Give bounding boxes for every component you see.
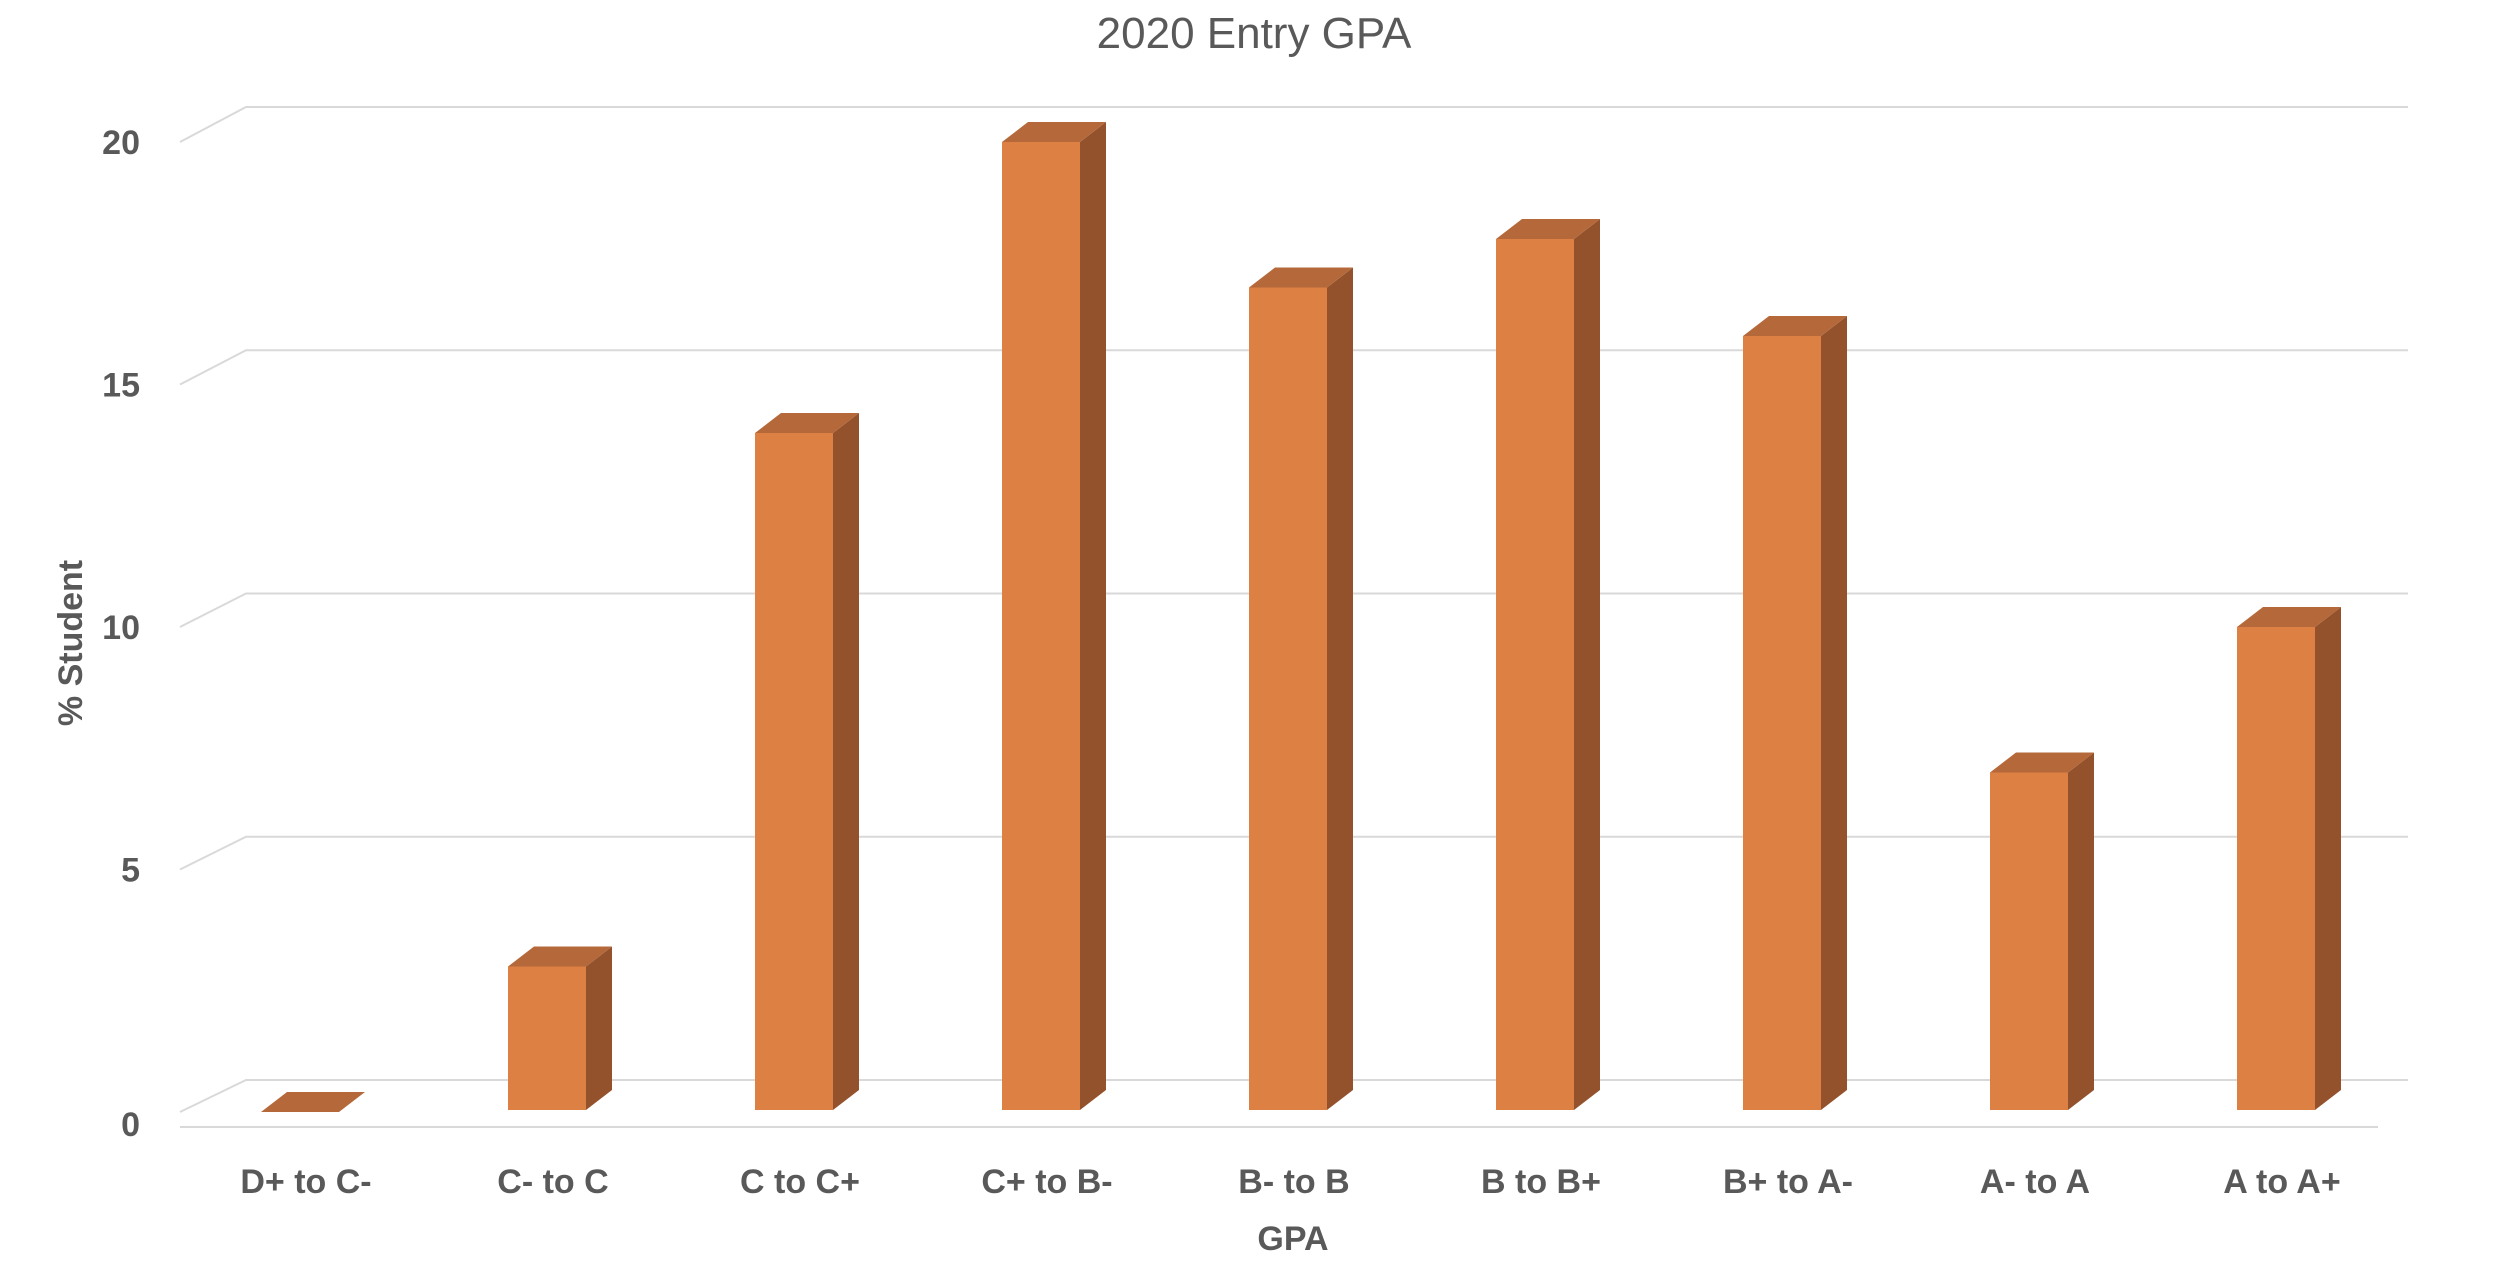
bar-side-bplus-to-aminus — [1821, 316, 1847, 1110]
x-tick-label-dplus-to-cminus: D+ to C- — [240, 1163, 371, 1201]
x-axis-label: GPA — [1257, 1220, 1328, 1258]
bar-front-b-to-bplus — [1496, 239, 1574, 1110]
y-tick-label-15: 15 — [102, 367, 140, 405]
x-tick-label-c-to-cplus: C to C+ — [740, 1163, 860, 1201]
x-tick-label-b-to-bplus: B to B+ — [1481, 1163, 1601, 1201]
x-tick-label-bplus-to-aminus: B+ to A- — [1723, 1163, 1853, 1201]
gridline-20 — [179, 106, 2408, 143]
bar-top-c-to-cplus — [755, 413, 859, 433]
bar-a-to-aplus — [2237, 607, 2341, 1110]
bar-top-b-to-bplus — [1496, 219, 1600, 239]
bar-top-bplus-to-aminus — [1743, 316, 1847, 336]
bar-c-to-cplus — [755, 413, 859, 1110]
bar-front-cminus-to-c — [508, 966, 586, 1110]
bar-top-dplus-to-cminus — [261, 1092, 365, 1112]
x-tick-label-cminus-to-c: C- to C — [497, 1163, 608, 1201]
bar-top-bminus-to-b — [1249, 267, 1353, 288]
bar-side-cplus-to-bminus — [1080, 122, 1106, 1110]
bar-side-c-to-cplus — [833, 413, 859, 1110]
bar-front-c-to-cplus — [755, 433, 833, 1110]
bars — [261, 122, 2341, 1112]
bar-side-a-to-aplus — [2315, 607, 2341, 1110]
bar-cminus-to-c — [508, 946, 612, 1110]
y-tick-label-5: 5 — [121, 852, 140, 890]
bar-bminus-to-b — [1249, 267, 1353, 1110]
bar-cplus-to-bminus — [1002, 122, 1106, 1110]
bar-side-b-to-bplus — [1574, 219, 1600, 1110]
y-tick-label-10: 10 — [102, 609, 140, 647]
bar-front-bplus-to-aminus — [1743, 336, 1821, 1110]
bar-front-bminus-to-b — [1249, 287, 1327, 1110]
chart-title: 2020 Entry GPA — [1097, 9, 1412, 58]
gridlines — [179, 106, 2408, 1128]
x-tick-label-bminus-to-b: B- to B — [1238, 1163, 1349, 1201]
x-axis-ticks: D+ to C- C- to C C to C+ C+ to B- B- to B B t… — [240, 1163, 2340, 1201]
y-axis-label: % Student — [52, 560, 90, 726]
bar-front-aminus-to-a — [1990, 772, 2068, 1110]
bar-aminus-to-a — [1990, 752, 2094, 1110]
bar-top-cminus-to-c — [508, 946, 612, 967]
bar-top-cplus-to-bminus — [1002, 122, 1106, 142]
bar-dplus-to-cminus — [261, 1092, 365, 1112]
gridline-5 — [179, 835, 2408, 871]
bar-side-cminus-to-c — [586, 946, 612, 1110]
bar-front-cplus-to-bminus — [1002, 142, 1080, 1110]
bar-top-a-to-aplus — [2237, 607, 2341, 627]
bar-bplus-to-aminus — [1743, 316, 1847, 1110]
bar-top-aminus-to-a — [1990, 752, 2094, 773]
bar-front-a-to-aplus — [2237, 627, 2315, 1110]
gridline-0 — [179, 1079, 2408, 1113]
bar-side-bminus-to-b — [1327, 267, 1353, 1110]
y-axis-ticks: 0 5 10 15 20 — [102, 124, 140, 1144]
x-tick-label-aminus-to-a: A- to A — [1980, 1163, 2090, 1201]
gridline-10 — [179, 592, 2408, 628]
bar-b-to-bplus — [1496, 219, 1600, 1110]
y-tick-label-20: 20 — [102, 124, 140, 162]
gridline-15 — [179, 349, 2408, 386]
x-tick-label-a-to-aplus: A to A+ — [2223, 1163, 2340, 1201]
x-tick-label-cplus-to-bminus: C+ to B- — [981, 1163, 1112, 1201]
y-tick-label-0: 0 — [121, 1106, 140, 1144]
bar-side-aminus-to-a — [2068, 752, 2094, 1110]
